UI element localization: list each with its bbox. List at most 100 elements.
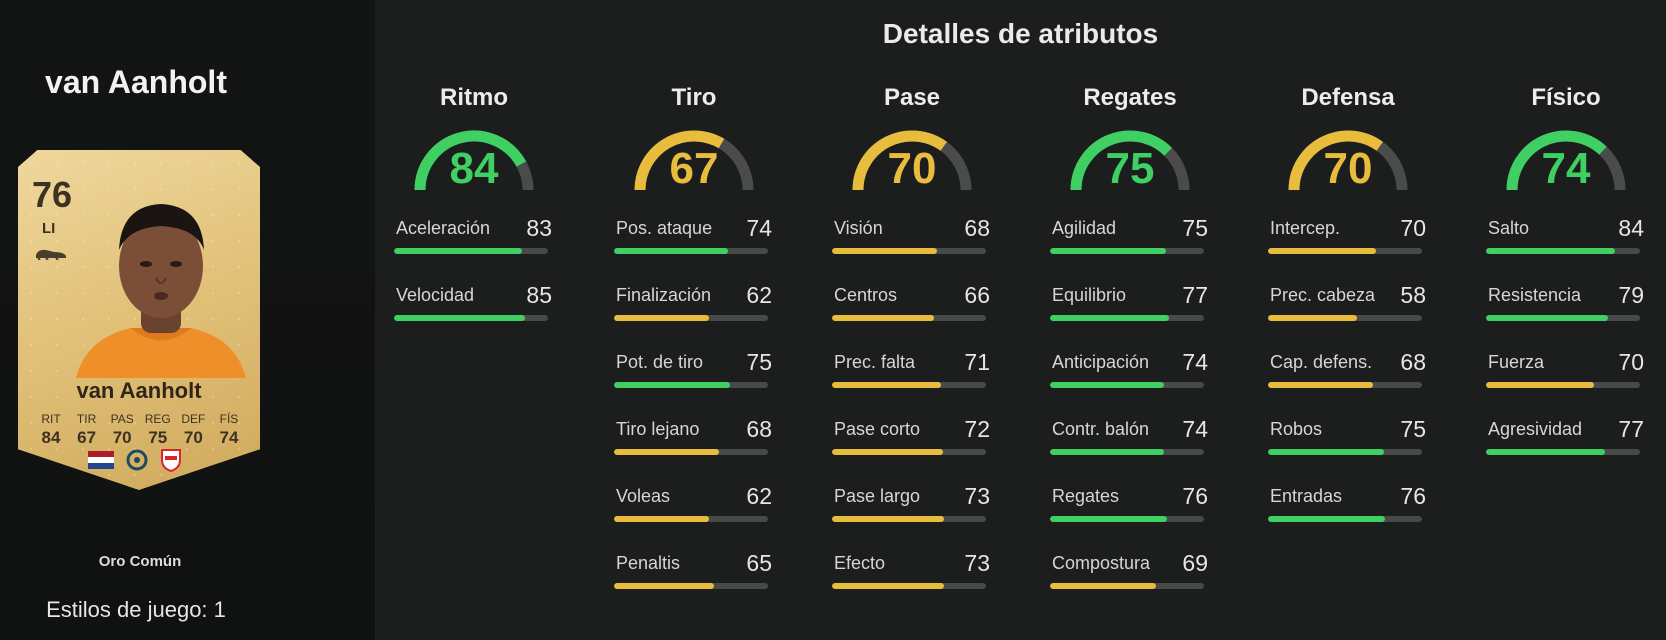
stat-agresividad: Agresividad 77 bbox=[1486, 416, 1646, 486]
stat-label: Agilidad bbox=[1052, 218, 1117, 238]
stat-value: 71 bbox=[964, 349, 990, 375]
card-player-name: van Aanholt bbox=[76, 378, 202, 403]
stat-value: 75 bbox=[746, 349, 772, 375]
gauge-fill bbox=[414, 130, 527, 191]
stat-value: 73 bbox=[964, 483, 990, 509]
stat-centros: Centros 66 bbox=[832, 282, 992, 352]
stat-bar-fill bbox=[1268, 315, 1358, 321]
stat-value: 75 bbox=[1400, 416, 1426, 442]
stat-bar bbox=[614, 248, 768, 254]
stat-contr-balon: Contr. balón 74 bbox=[1050, 416, 1210, 486]
stat-bar-fill bbox=[614, 516, 710, 522]
stat-value: 68 bbox=[964, 215, 990, 241]
stat-bar bbox=[832, 315, 986, 321]
stat-bar-fill bbox=[1268, 248, 1376, 254]
stat-salto: Salto 84 bbox=[1486, 215, 1646, 285]
stat-label: Entradas bbox=[1270, 486, 1343, 506]
category-fisico: Físico 74 Salto 84 Resistencia 79 Fuerza 70 Agre… bbox=[1486, 84, 1646, 486]
category-title: Regates bbox=[1083, 84, 1177, 111]
stat-intercep: Intercep. 70 bbox=[1268, 215, 1428, 285]
stat-value: 75 bbox=[1182, 215, 1208, 241]
category-title: Defensa bbox=[1301, 84, 1395, 111]
gauge-fill bbox=[852, 130, 947, 191]
card-stat-label: RIT bbox=[41, 412, 61, 426]
stat-value: 74 bbox=[1182, 416, 1208, 442]
card-stat-label: REG bbox=[144, 412, 171, 426]
stat-bar-fill bbox=[1050, 382, 1164, 388]
stat-label: Penaltis bbox=[616, 553, 681, 573]
stat-bar bbox=[614, 449, 768, 455]
stat-cap-defens: Cap. defens. 68 bbox=[1268, 349, 1428, 419]
league-logo-icon bbox=[126, 449, 148, 471]
stat-pos-ataque: Pos. ataque 74 bbox=[614, 215, 774, 285]
stat-bar-fill bbox=[832, 382, 942, 388]
stat-bar bbox=[614, 382, 768, 388]
stat-value: 65 bbox=[746, 550, 772, 576]
stat-label: Pos. ataque bbox=[616, 218, 713, 238]
stat-bar-fill bbox=[832, 449, 943, 455]
stat-bar-fill bbox=[1050, 315, 1169, 321]
category-title: Pase bbox=[883, 84, 941, 111]
stat-label: Velocidad bbox=[396, 285, 475, 305]
stat-aceleracion: Aceleración 83 bbox=[394, 215, 554, 285]
stat-bar bbox=[832, 449, 986, 455]
category-gauge: 75 bbox=[1065, 124, 1195, 198]
stat-bar-fill bbox=[1486, 315, 1608, 321]
stat-label: Finalización bbox=[616, 285, 712, 305]
stat-bar bbox=[832, 248, 986, 254]
category-pase: Pase 70 Visión 68 Centros 66 Prec. falta 71 Pase… bbox=[832, 84, 992, 620]
stat-bar bbox=[394, 248, 548, 254]
stat-bar-fill bbox=[1050, 449, 1164, 455]
stat-robos: Robos 75 bbox=[1268, 416, 1428, 486]
stat-bar-fill bbox=[1050, 583, 1157, 589]
stat-bar bbox=[1050, 382, 1204, 388]
stat-label: Contr. balón bbox=[1052, 419, 1150, 439]
stat-value: 79 bbox=[1618, 282, 1644, 308]
stat-label: Resistencia bbox=[1488, 285, 1582, 305]
stat-value: 58 bbox=[1400, 282, 1426, 308]
stat-bar-fill bbox=[614, 248, 728, 254]
stat-value: 69 bbox=[1182, 550, 1208, 576]
gauge-fill bbox=[634, 130, 725, 191]
stat-label: Fuerza bbox=[1488, 352, 1545, 372]
stat-label: Intercep. bbox=[1270, 218, 1341, 238]
stat-bar-fill bbox=[1268, 382, 1373, 388]
stat-value: 70 bbox=[1618, 349, 1644, 375]
card-stat-values: 84 67 70 75 70 74 bbox=[36, 428, 244, 448]
stat-equilibrio: Equilibrio 77 bbox=[1050, 282, 1210, 352]
boot-icon bbox=[34, 246, 68, 265]
category-title: Físico bbox=[1531, 84, 1601, 111]
stat-label: Equilibrio bbox=[1052, 285, 1127, 305]
stat-bar-fill bbox=[1486, 248, 1616, 254]
stat-label: Robos bbox=[1270, 419, 1323, 439]
stat-tiro-lejano: Tiro lejano 68 bbox=[614, 416, 774, 486]
stat-bar bbox=[394, 315, 548, 321]
stat-voleas: Voleas 62 bbox=[614, 483, 774, 553]
stat-agilidad: Agilidad 75 bbox=[1050, 215, 1210, 285]
stat-label: Pase largo bbox=[834, 486, 921, 506]
stat-label: Regates bbox=[1052, 486, 1120, 506]
stat-bar bbox=[1050, 583, 1204, 589]
category-gauge: 67 bbox=[629, 124, 759, 198]
stat-compostura: Compostura 69 bbox=[1050, 550, 1210, 620]
stat-bar-fill bbox=[394, 315, 525, 321]
player-card[interactable]: 76 LI van Aanholt RIT TIR bbox=[18, 150, 260, 490]
category-gauge: 70 bbox=[1283, 124, 1413, 198]
stat-bar-fill bbox=[1050, 248, 1166, 254]
stat-value: 62 bbox=[746, 282, 772, 308]
stat-list: Agilidad 75 Equilibrio 77 Anticipación 74 Cont… bbox=[1050, 215, 1210, 620]
gauge-fill bbox=[1506, 130, 1607, 191]
stat-value: 72 bbox=[964, 416, 990, 442]
stat-bar bbox=[1050, 248, 1204, 254]
stat-label: Centros bbox=[834, 285, 898, 305]
stat-bar bbox=[614, 315, 768, 321]
gauge-fill bbox=[1288, 130, 1383, 191]
stat-bar bbox=[1050, 516, 1204, 522]
stat-bar bbox=[1268, 248, 1422, 254]
stat-anticipacion: Anticipación 74 bbox=[1050, 349, 1210, 419]
stat-value: 83 bbox=[526, 215, 552, 241]
stat-list: Aceleración 83 Velocidad 85 bbox=[394, 215, 554, 352]
stat-fuerza: Fuerza 70 bbox=[1486, 349, 1646, 419]
stat-value: 74 bbox=[1182, 349, 1208, 375]
stat-bar-fill bbox=[832, 583, 945, 589]
